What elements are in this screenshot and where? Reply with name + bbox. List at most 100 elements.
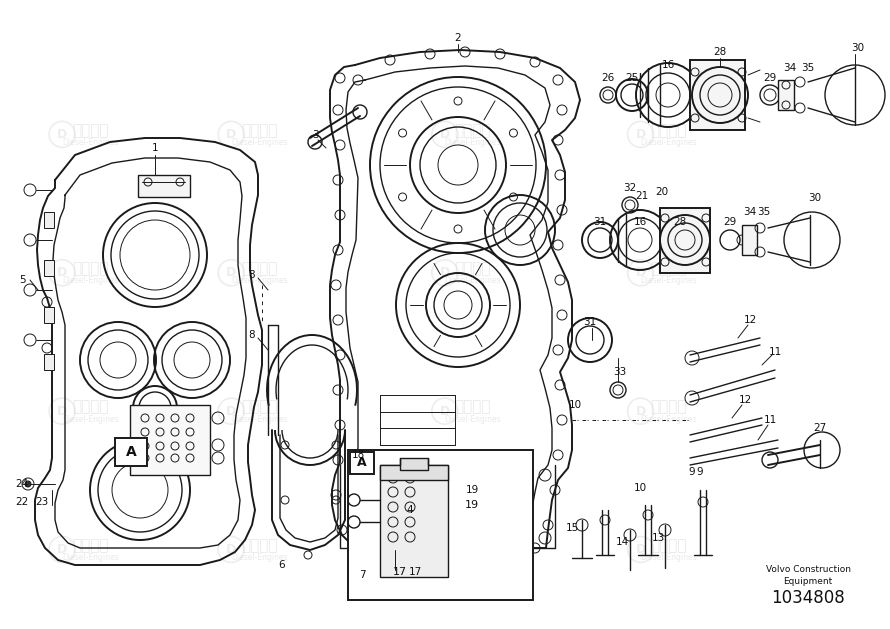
Text: 19: 19 [465,500,479,510]
Bar [115,438,147,466]
Text: 30: 30 [808,193,821,203]
Text: 12: 12 [739,395,752,405]
Text: Diesel-Engines: Diesel-Engines [444,138,501,147]
Text: 14: 14 [615,537,628,547]
Text: 23: 23 [36,497,49,507]
Text: D: D [635,404,646,418]
Bar [380,465,448,480]
Text: D: D [57,128,68,141]
Text: D: D [226,543,237,556]
Text: Diesel-Engines: Diesel-Engines [231,138,287,147]
Circle shape [25,481,31,487]
Bar [660,208,710,273]
Text: 1034808: 1034808 [771,589,845,607]
Text: D: D [635,543,646,556]
Text: Diesel-Engines: Diesel-Engines [640,138,697,147]
Text: D: D [440,543,450,556]
Text: 紫发动力: 紫发动力 [241,261,278,276]
Text: 紫发动力: 紫发动力 [72,261,109,276]
Text: 8: 8 [248,270,255,280]
Text: 29: 29 [724,217,737,227]
Text: D: D [635,266,646,279]
Text: 15: 15 [565,523,578,533]
Text: 1: 1 [151,143,158,153]
Text: Volvo Construction: Volvo Construction [765,565,851,574]
Text: 3: 3 [312,130,319,140]
Text: 紫发动力: 紫发动力 [241,123,278,138]
Bar [44,307,54,323]
Text: 34: 34 [743,207,756,217]
Text: 21: 21 [635,191,649,201]
Text: 紫发动力: 紫发动力 [72,538,109,553]
Text: Diesel-Engines: Diesel-Engines [231,415,287,424]
Text: 31: 31 [583,317,596,327]
Text: 19: 19 [465,485,479,495]
Text: 10: 10 [634,483,646,493]
Text: 11: 11 [764,415,777,425]
Text: 10: 10 [569,400,581,410]
Text: 31: 31 [594,217,607,227]
Text: 11: 11 [768,347,781,357]
Text: 紫发动力: 紫发动力 [455,261,491,276]
Text: 16: 16 [661,60,675,70]
Text: D: D [226,128,237,141]
Text: Diesel-Engines: Diesel-Engines [640,415,697,424]
Text: 13: 13 [651,533,665,543]
Text: 紫发动力: 紫发动力 [651,123,687,138]
Text: 18: 18 [352,450,365,460]
Text: 紫发动力: 紫发动力 [241,399,278,415]
Text: 2: 2 [455,33,461,43]
Text: 28: 28 [714,47,726,57]
Text: 9: 9 [697,467,703,477]
Text: 16: 16 [634,217,647,227]
Bar [44,212,54,228]
Text: D: D [57,543,68,556]
Text: 12: 12 [743,315,756,325]
Text: 27: 27 [813,423,827,433]
Text: D: D [226,404,237,418]
Text: Diesel-Engines: Diesel-Engines [231,553,287,562]
Text: 33: 33 [613,367,627,377]
Bar [350,452,374,474]
Bar [348,450,533,600]
Text: 25: 25 [626,73,639,83]
Text: 紫发动力: 紫发动力 [455,399,491,415]
Bar [380,465,448,577]
Text: 紫发动力: 紫发动力 [455,123,491,138]
Text: 30: 30 [852,43,864,53]
Text: Diesel-Engines: Diesel-Engines [444,276,501,286]
Text: 35: 35 [801,63,814,73]
Text: Equipment: Equipment [783,577,833,586]
Bar [44,260,54,276]
Text: 紫发动力: 紫发动力 [651,261,687,276]
Text: Diesel-Engines: Diesel-Engines [61,138,118,147]
Text: 4: 4 [407,505,413,515]
Text: Diesel-Engines: Diesel-Engines [61,553,118,562]
Text: D: D [226,266,237,279]
Text: 22: 22 [15,497,28,507]
Bar [130,405,210,475]
Text: 9: 9 [689,467,695,477]
Bar [138,175,190,197]
Text: 6: 6 [279,560,286,570]
Text: 17: 17 [409,567,422,577]
Text: 紫发动力: 紫发动力 [651,538,687,553]
Text: 24: 24 [15,479,28,489]
Text: D: D [57,404,68,418]
Text: Diesel-Engines: Diesel-Engines [61,415,118,424]
Text: 28: 28 [674,217,686,227]
Text: 7: 7 [359,570,365,580]
Text: Diesel-Engines: Diesel-Engines [640,276,697,286]
Text: 29: 29 [764,73,777,83]
Text: Diesel-Engines: Diesel-Engines [61,276,118,286]
Text: Diesel-Engines: Diesel-Engines [231,276,287,286]
Text: D: D [440,128,450,141]
Text: D: D [440,404,450,418]
Text: 17: 17 [393,567,407,577]
Text: Diesel-Engines: Diesel-Engines [444,553,501,562]
Bar [690,60,745,130]
Text: 紫发动力: 紫发动力 [72,399,109,415]
Text: 34: 34 [783,63,797,73]
Text: Diesel-Engines: Diesel-Engines [444,415,501,424]
Text: 26: 26 [602,73,615,83]
